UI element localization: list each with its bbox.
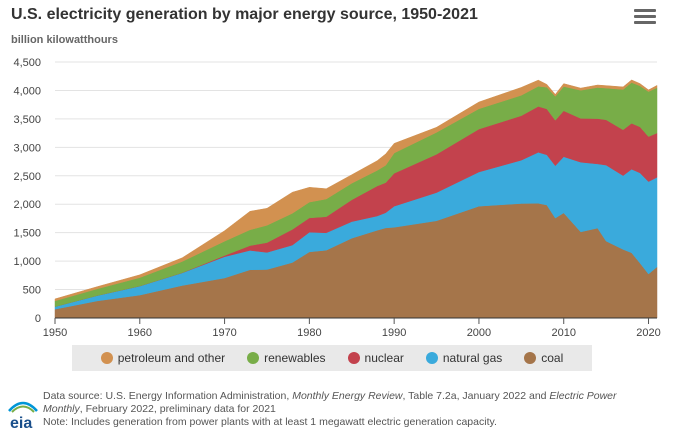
area-series xyxy=(54,79,658,319)
legend-item-natural-gas[interactable]: natural gas xyxy=(425,351,503,365)
y-tick-label: 4,000 xyxy=(13,85,41,97)
stacked-area-chart: 0 500 1,000 1,500 2,000 2,500 3,000 3,500 4,000 4… xyxy=(13,57,660,339)
legend-label: renewables xyxy=(264,351,326,365)
x-tick-label: 1990 xyxy=(382,327,406,339)
x-tick-label: 1950 xyxy=(43,327,67,339)
data-source: Data source: U.S. Energy Information Adm… xyxy=(43,390,617,415)
hamburger-menu-icon[interactable] xyxy=(634,9,656,29)
x-tick-label: 1960 xyxy=(128,327,152,339)
chart-title: U.S. electricity generation by major ene… xyxy=(11,6,478,23)
y-tick-label: 0 xyxy=(35,313,41,325)
unit-label: billion kilowatthours xyxy=(11,34,118,46)
legend-swatch xyxy=(100,352,113,364)
legend-label: coal xyxy=(541,351,564,365)
legend-swatch xyxy=(347,352,360,364)
y-tick-label: 3,500 xyxy=(13,114,41,126)
x-tick-label: 2020 xyxy=(636,327,660,339)
x-tick-label: 1980 xyxy=(297,327,321,339)
x-tick-label: 1970 xyxy=(212,327,236,339)
legend-swatch xyxy=(524,352,537,364)
legend-swatch xyxy=(247,352,260,364)
x-tick-label: 2010 xyxy=(551,327,575,339)
x-tick-label: 2000 xyxy=(467,327,491,339)
menu-bar xyxy=(634,9,656,12)
legend-swatch xyxy=(425,352,438,364)
menu-bar xyxy=(634,21,656,24)
legend-item-coal[interactable]: coal xyxy=(524,351,563,365)
y-tick-label: 4,500 xyxy=(13,57,41,69)
note: Note: Includes generation from power pla… xyxy=(43,416,497,428)
y-tick-label: 2,500 xyxy=(13,171,41,183)
legend-item-renewables[interactable]: renewables xyxy=(247,351,326,365)
y-tick-label: 1,500 xyxy=(13,228,41,240)
y-tick-label: 3,000 xyxy=(13,142,41,154)
y-tick-label: 2,000 xyxy=(13,199,41,211)
legend-label: petroleum and other xyxy=(117,351,226,365)
menu-bar xyxy=(634,15,656,18)
y-tick-label: 1,000 xyxy=(13,256,41,268)
axes: 0 500 1,000 1,500 2,000 2,500 3,000 3,500 4,000 4… xyxy=(13,57,660,339)
legend-label: natural gas xyxy=(442,351,503,365)
eia-logo-text: eia xyxy=(10,415,32,432)
legend-label: nuclear xyxy=(364,351,404,365)
footnotes: Data source: U.S. Energy Information Adm… xyxy=(43,390,658,429)
legend: petroleum and other renewables nuclear natu… xyxy=(72,345,592,371)
legend-item-petroleum-and-other[interactable]: petroleum and other xyxy=(100,351,226,365)
legend-item-nuclear[interactable]: nuclear xyxy=(347,351,404,365)
eia-logo-icon: eia xyxy=(8,401,38,432)
y-tick-label: 500 xyxy=(23,285,41,297)
area-petroleum-and-other xyxy=(54,79,658,302)
